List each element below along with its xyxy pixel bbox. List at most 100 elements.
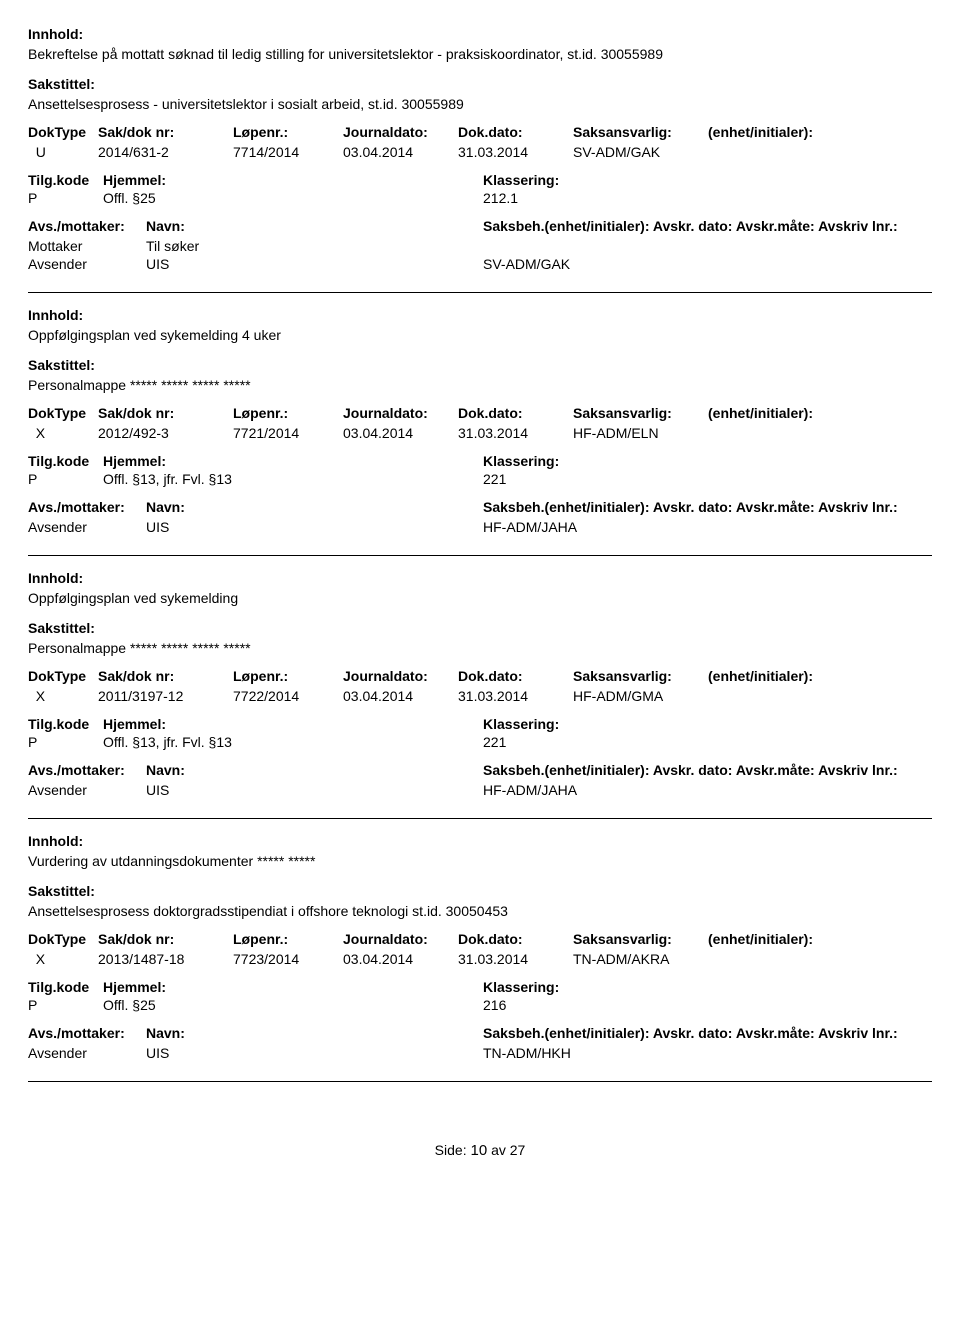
hjemmel-val: Offl. §25 bbox=[103, 997, 483, 1013]
hdr-saksansvarlig: Saksansvarlig: bbox=[573, 931, 708, 947]
hdr-sakdok: Sak/dok nr: bbox=[98, 931, 233, 947]
party-row: Avsender UIS SV-ADM/GAK bbox=[28, 256, 932, 272]
hdr-lopenr: Løpenr.: bbox=[233, 124, 343, 140]
hdr-doktype: DokType bbox=[28, 124, 98, 140]
hdr-saksansvarlig: Saksansvarlig: bbox=[573, 124, 708, 140]
hdr-saksansvarlig: Saksansvarlig: bbox=[573, 668, 708, 684]
columns-data: X 2013/1487-18 7723/2014 03.04.2014 31.0… bbox=[28, 951, 932, 967]
page-footer: Side: 10 av 27 bbox=[28, 1142, 932, 1159]
saksbeh-label: Saksbeh.(enhet/initialer): Avskr. dato: … bbox=[483, 218, 932, 234]
footer-page-num: 10 bbox=[470, 1142, 487, 1159]
columns-data: X 2012/492-3 7721/2014 03.04.2014 31.03.… bbox=[28, 425, 932, 441]
sakstittel-label: Sakstittel: bbox=[28, 76, 932, 92]
val-enhet bbox=[708, 144, 848, 160]
tilgkode-val: P bbox=[28, 734, 103, 750]
journal-record: Innhold: Oppfølgingsplan ved sykemelding… bbox=[28, 556, 932, 819]
party-saksbeh bbox=[483, 238, 932, 254]
innhold-label: Innhold: bbox=[28, 307, 932, 323]
val-enhet bbox=[708, 425, 848, 441]
navn-label: Navn: bbox=[146, 499, 483, 515]
navn-label: Navn: bbox=[146, 1025, 483, 1041]
hdr-lopenr: Løpenr.: bbox=[233, 931, 343, 947]
tilg-data: P Offl. §25 212.1 bbox=[28, 190, 932, 206]
tilg-data: P Offl. §13, jfr. Fvl. §13 221 bbox=[28, 471, 932, 487]
klassering-label: Klassering: bbox=[483, 979, 559, 995]
val-doktype: U bbox=[28, 144, 98, 160]
innhold-label: Innhold: bbox=[28, 26, 932, 42]
val-saksansvarlig: SV-ADM/GAK bbox=[573, 144, 708, 160]
saksbeh-label: Saksbeh.(enhet/initialer): Avskr. dato: … bbox=[483, 1025, 932, 1041]
avsmottaker-label: Avs./mottaker: bbox=[28, 499, 146, 515]
records-container: Innhold: Bekreftelse på mottatt søknad t… bbox=[28, 12, 932, 1082]
val-doktype: X bbox=[28, 951, 98, 967]
party-name: Til søker bbox=[146, 238, 483, 254]
journal-record: Innhold: Oppfølgingsplan ved sykemelding… bbox=[28, 293, 932, 556]
party-role: Avsender bbox=[28, 1045, 146, 1061]
tilgkode-label: Tilg.kode bbox=[28, 453, 103, 469]
hdr-doktype: DokType bbox=[28, 405, 98, 421]
klassering-val: 212.1 bbox=[483, 190, 518, 206]
innhold-label: Innhold: bbox=[28, 833, 932, 849]
val-dokdato: 31.03.2014 bbox=[458, 951, 573, 967]
hdr-journaldato: Journaldato: bbox=[343, 405, 458, 421]
saksbeh-label: Saksbeh.(enhet/initialer): Avskr. dato: … bbox=[483, 762, 932, 778]
party-header: Avs./mottaker: Navn: Saksbeh.(enhet/init… bbox=[28, 218, 932, 234]
klassering-val: 221 bbox=[483, 471, 506, 487]
party-name: UIS bbox=[146, 256, 483, 272]
val-sakdok: 2013/1487-18 bbox=[98, 951, 233, 967]
tilg-data: P Offl. §13, jfr. Fvl. §13 221 bbox=[28, 734, 932, 750]
innhold-text: Vurdering av utdanningsdokumenter ***** … bbox=[28, 853, 932, 869]
hdr-enhet: (enhet/initialer): bbox=[708, 405, 848, 421]
sakstittel-text: Personalmappe ***** ***** ***** ***** bbox=[28, 640, 932, 656]
hdr-dokdato: Dok.dato: bbox=[458, 668, 573, 684]
tilg-header: Tilg.kode Hjemmel: Klassering: bbox=[28, 716, 932, 732]
journal-record: Innhold: Bekreftelse på mottatt søknad t… bbox=[28, 12, 932, 293]
hjemmel-val: Offl. §25 bbox=[103, 190, 483, 206]
party-name: UIS bbox=[146, 1045, 483, 1061]
hdr-journaldato: Journaldato: bbox=[343, 931, 458, 947]
sakstittel-text: Ansettelsesprosess doktorgradsstipendiat… bbox=[28, 903, 932, 919]
avsmottaker-label: Avs./mottaker: bbox=[28, 762, 146, 778]
hdr-sakdok: Sak/dok nr: bbox=[98, 405, 233, 421]
val-lopenr: 7722/2014 bbox=[233, 688, 343, 704]
saksbeh-label: Saksbeh.(enhet/initialer): Avskr. dato: … bbox=[483, 499, 932, 515]
footer-total: 27 bbox=[510, 1142, 526, 1158]
tilgkode-label: Tilg.kode bbox=[28, 716, 103, 732]
val-doktype: X bbox=[28, 688, 98, 704]
hdr-doktype: DokType bbox=[28, 931, 98, 947]
hdr-sakdok: Sak/dok nr: bbox=[98, 124, 233, 140]
val-lopenr: 7721/2014 bbox=[233, 425, 343, 441]
tilg-header: Tilg.kode Hjemmel: Klassering: bbox=[28, 453, 932, 469]
avsmottaker-label: Avs./mottaker: bbox=[28, 218, 146, 234]
val-enhet bbox=[708, 688, 848, 704]
hjemmel-val: Offl. §13, jfr. Fvl. §13 bbox=[103, 734, 483, 750]
sakstittel-label: Sakstittel: bbox=[28, 357, 932, 373]
hjemmel-label: Hjemmel: bbox=[103, 716, 483, 732]
val-journaldato: 03.04.2014 bbox=[343, 144, 458, 160]
klassering-label: Klassering: bbox=[483, 453, 559, 469]
navn-label: Navn: bbox=[146, 762, 483, 778]
val-lopenr: 7714/2014 bbox=[233, 144, 343, 160]
val-dokdato: 31.03.2014 bbox=[458, 425, 573, 441]
party-role: Avsender bbox=[28, 256, 146, 272]
val-dokdato: 31.03.2014 bbox=[458, 144, 573, 160]
party-header: Avs./mottaker: Navn: Saksbeh.(enhet/init… bbox=[28, 1025, 932, 1041]
hdr-enhet: (enhet/initialer): bbox=[708, 124, 848, 140]
val-saksansvarlig: HF-ADM/ELN bbox=[573, 425, 708, 441]
hdr-journaldato: Journaldato: bbox=[343, 668, 458, 684]
tilgkode-val: P bbox=[28, 471, 103, 487]
hdr-dokdato: Dok.dato: bbox=[458, 124, 573, 140]
val-doktype: X bbox=[28, 425, 98, 441]
party-saksbeh: TN-ADM/HKH bbox=[483, 1045, 932, 1061]
columns-header: DokType Sak/dok nr: Løpenr.: Journaldato… bbox=[28, 405, 932, 421]
val-sakdok: 2011/3197-12 bbox=[98, 688, 233, 704]
hjemmel-label: Hjemmel: bbox=[103, 979, 483, 995]
klassering-label: Klassering: bbox=[483, 716, 559, 732]
val-enhet bbox=[708, 951, 848, 967]
navn-label: Navn: bbox=[146, 218, 483, 234]
party-saksbeh: HF-ADM/JAHA bbox=[483, 782, 932, 798]
hdr-dokdato: Dok.dato: bbox=[458, 931, 573, 947]
tilg-header: Tilg.kode Hjemmel: Klassering: bbox=[28, 172, 932, 188]
innhold-text: Oppfølgingsplan ved sykemelding 4 uker bbox=[28, 327, 932, 343]
avsmottaker-label: Avs./mottaker: bbox=[28, 1025, 146, 1041]
